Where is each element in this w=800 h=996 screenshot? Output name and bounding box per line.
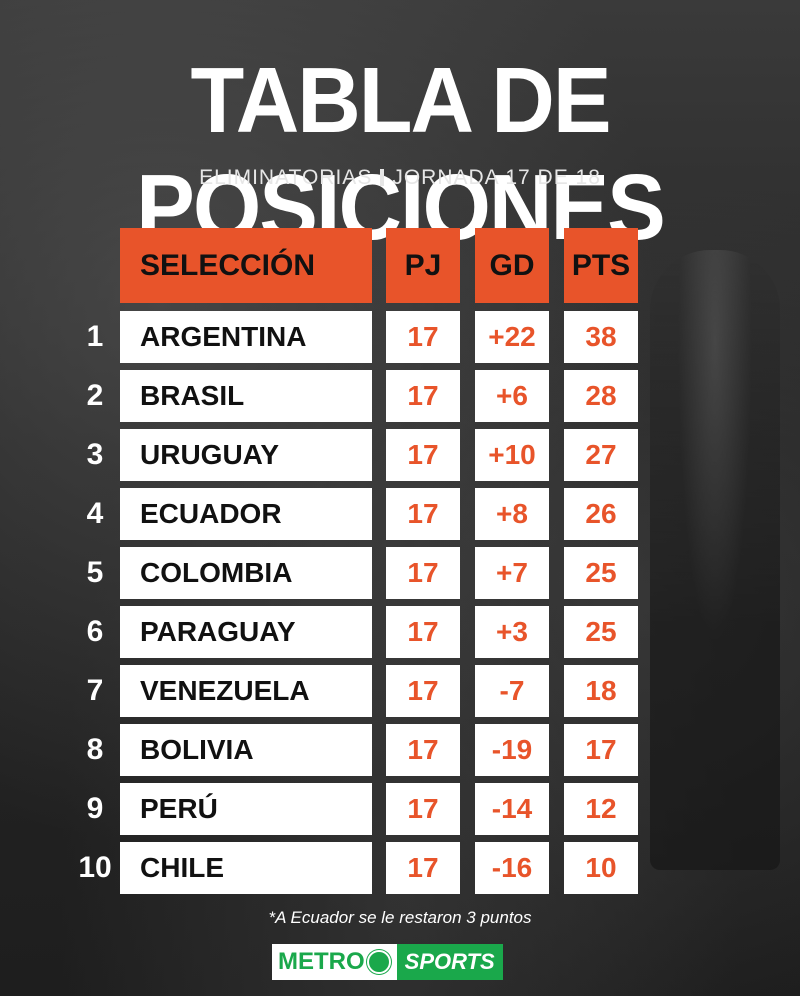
row-team: CHILE xyxy=(120,842,372,894)
row-pts: 27 xyxy=(564,429,638,481)
table-row: 10 CHILE 17 -16 10 xyxy=(0,842,800,894)
row-position: 3 xyxy=(86,438,104,471)
row-gd: +22 xyxy=(475,311,549,363)
logo-sports-text: SPORTS xyxy=(396,944,503,980)
row-pts: 25 xyxy=(564,606,638,658)
row-pj: 17 xyxy=(386,606,460,658)
row-gd: +8 xyxy=(475,488,549,540)
row-pj: 17 xyxy=(386,488,460,540)
row-position: 5 xyxy=(86,556,104,589)
row-team: PARAGUAY xyxy=(120,606,372,658)
subtitle-matchday: JORNADA 17 DE 18 xyxy=(392,166,601,189)
row-position: 1 xyxy=(86,320,104,353)
table-row: 9 PERÚ 17 -14 12 xyxy=(0,783,800,835)
row-gd: +6 xyxy=(475,370,549,422)
logo-metro-text: METRO xyxy=(278,948,365,975)
column-header-pj: PJ xyxy=(386,228,460,303)
row-team: VENEZUELA xyxy=(120,665,372,717)
row-team: ECUADOR xyxy=(120,488,372,540)
row-pts: 12 xyxy=(564,783,638,835)
metro-sports-logo: METRO SPORTS xyxy=(272,944,503,980)
row-team: ARGENTINA xyxy=(120,311,372,363)
table-row: 7 VENEZUELA 17 -7 18 xyxy=(0,665,800,717)
table-row: 1 ARGENTINA 17 +22 38 xyxy=(0,311,800,363)
row-gd: +7 xyxy=(475,547,549,599)
subtitle-separator xyxy=(380,169,385,186)
column-header-team: SELECCIÓN xyxy=(120,228,372,303)
row-pts: 10 xyxy=(564,842,638,894)
row-team: BOLIVIA xyxy=(120,724,372,776)
row-pts: 17 xyxy=(564,724,638,776)
row-pj: 17 xyxy=(386,311,460,363)
table-row: 2 BRASIL 17 +6 28 xyxy=(0,370,800,422)
footnote: *A Ecuador se le restaron 3 puntos xyxy=(268,908,532,927)
row-pj: 17 xyxy=(386,724,460,776)
background-player-silhouette xyxy=(650,250,780,870)
row-pts: 28 xyxy=(564,370,638,422)
row-gd: -16 xyxy=(475,842,549,894)
row-team: BRASIL xyxy=(120,370,372,422)
row-position: 10 xyxy=(78,851,112,884)
row-gd: -14 xyxy=(475,783,549,835)
row-team: PERÚ xyxy=(120,783,372,835)
table-row: 6 PARAGUAY 17 +3 25 xyxy=(0,606,800,658)
row-pj: 17 xyxy=(386,429,460,481)
row-gd: -7 xyxy=(475,665,549,717)
row-position: 6 xyxy=(86,615,104,648)
row-gd: +10 xyxy=(475,429,549,481)
globe-icon xyxy=(366,950,391,974)
row-gd: +3 xyxy=(475,606,549,658)
row-position: 9 xyxy=(86,792,104,825)
subtitle-competition: ELIMINATORIAS xyxy=(199,166,373,189)
row-position: 2 xyxy=(86,379,104,412)
row-position: 8 xyxy=(86,733,104,766)
row-pj: 17 xyxy=(386,842,460,894)
row-gd: -19 xyxy=(475,724,549,776)
row-pts: 38 xyxy=(564,311,638,363)
row-team: URUGUAY xyxy=(120,429,372,481)
column-header-pts: PTS xyxy=(564,228,638,303)
table-row: 8 BOLIVIA 17 -19 17 xyxy=(0,724,800,776)
row-position: 7 xyxy=(86,674,104,707)
row-pts: 18 xyxy=(564,665,638,717)
row-pts: 25 xyxy=(564,547,638,599)
row-pj: 17 xyxy=(386,547,460,599)
page-subtitle: ELIMINATORIAS JORNADA 17 DE 18 xyxy=(0,166,800,190)
row-pj: 17 xyxy=(386,783,460,835)
table-row: 3 URUGUAY 17 +10 27 xyxy=(0,429,800,481)
row-pj: 17 xyxy=(386,370,460,422)
row-pts: 26 xyxy=(564,488,638,540)
row-team: COLOMBIA xyxy=(120,547,372,599)
row-position: 4 xyxy=(86,497,104,530)
table-row: 4 ECUADOR 17 +8 26 xyxy=(0,488,800,540)
logo-metro: METRO xyxy=(272,944,397,980)
column-header-gd: GD xyxy=(475,228,549,303)
row-pj: 17 xyxy=(386,665,460,717)
table-row: 5 COLOMBIA 17 +7 25 xyxy=(0,547,800,599)
